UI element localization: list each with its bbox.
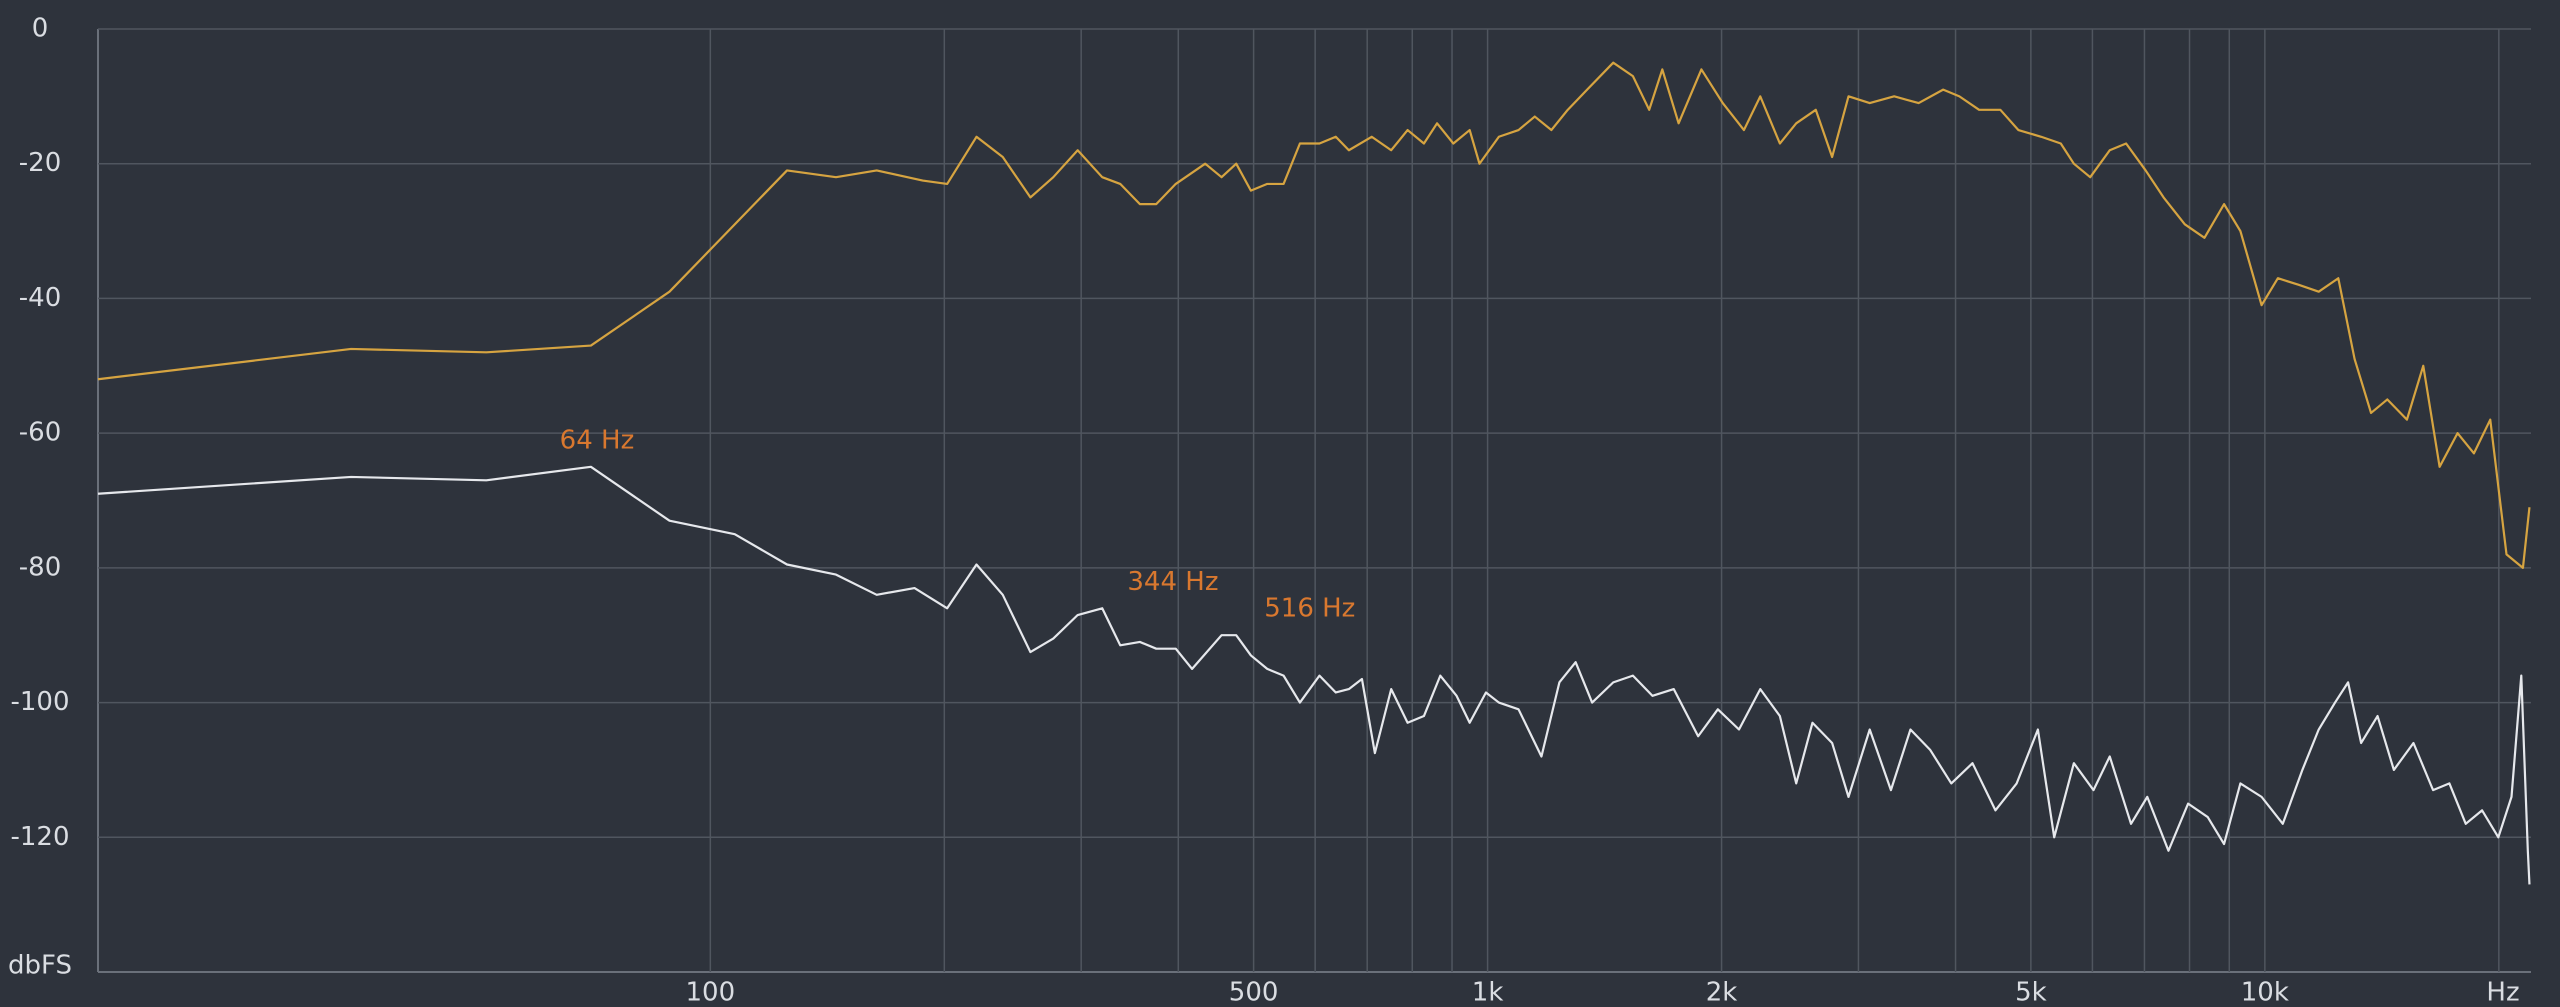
y-axis-label: dbFS (8, 951, 72, 981)
y-tick-label: -20 (19, 148, 61, 178)
y-tick-label: 0 (32, 14, 49, 44)
y-tick-label: -80 (19, 552, 61, 582)
x-tick-label: 1k (1472, 978, 1504, 1007)
peak-annotation: 344 Hz (1127, 567, 1218, 597)
peak-annotation: 516 Hz (1264, 594, 1355, 624)
x-axis-label: Hz (2486, 978, 2519, 1007)
x-tick-label: 2k (1706, 978, 1738, 1007)
y-tick-label: -60 (19, 418, 61, 448)
spectrum-line (97, 61, 2531, 569)
x-tick-label: 100 (686, 978, 736, 1007)
x-tick-label: 5k (2015, 978, 2047, 1007)
y-tick-label: -100 (10, 687, 69, 717)
y-tick-label: -120 (10, 822, 69, 852)
peak-annotation: 64 Hz (560, 425, 635, 455)
y-tick-label: -40 (19, 283, 61, 313)
x-tick-label: 500 (1229, 978, 1279, 1007)
spectrum-line (97, 465, 2531, 885)
x-tick-label: 10k (2241, 978, 2289, 1007)
